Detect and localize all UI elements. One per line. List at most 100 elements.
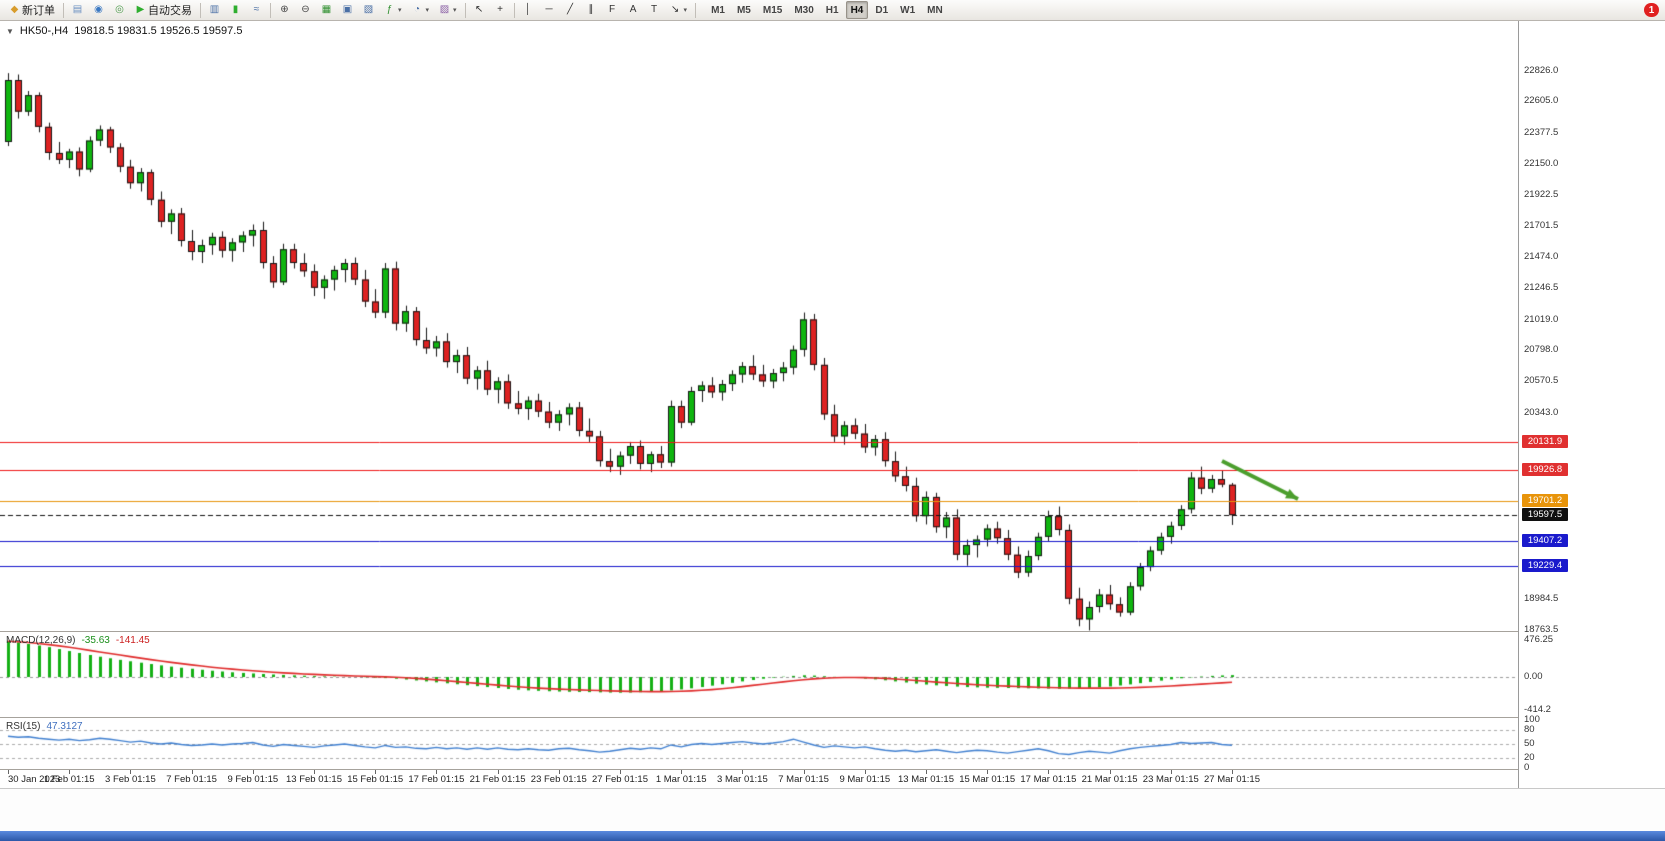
time-axis-tick: [1048, 770, 1050, 774]
auto-trading-button-label: 自动交易: [148, 5, 192, 17]
toolbar-separator: [63, 2, 64, 18]
time-axis-tick: [314, 770, 315, 774]
rsi-axis-label: 0: [1524, 762, 1530, 773]
market-watch-button[interactable]: ◉: [89, 1, 108, 20]
time-axis-tick: [436, 770, 438, 774]
timeframe-mn-button[interactable]: MN: [927, 4, 943, 16]
time-axis-label: 23 Feb 01:15: [530, 774, 587, 785]
time-axis-tick: [926, 770, 927, 774]
time-axis: 30 Jan 2023 1 Feb 01:15 3 Feb 01:15 7 Feb 0…: [0, 770, 1518, 787]
timeframe-m5-button[interactable]: M5: [736, 4, 751, 16]
trendline-tool-button[interactable]: ╱: [561, 1, 580, 20]
time-axis-tick: [497, 770, 499, 774]
price-axis-label: 18763.5: [1524, 623, 1559, 635]
toolbar: ◆ 新订单 ▤ ◉ ◎ ▶ 自动交易 ▥ ▮ ≈ ⊕ ⊖ ▦ ▣ ▧ ƒ ▾ ◔ ▾ ▨ ▾ ↖ + │ ─ ╱ ∥ F A T ↘ ▾ M1…: [0, 0, 1665, 21]
macd-main-value: -35.63: [81, 635, 110, 646]
time-axis-tick: [742, 770, 744, 774]
indicators-button[interactable]: ƒ ▾: [380, 1, 406, 20]
arrow-shapes-icon: ↘: [670, 4, 680, 15]
time-axis-tick: [803, 770, 805, 774]
price-chart-canvas[interactable]: [0, 21, 1518, 631]
rsi-panel-canvas[interactable]: [0, 718, 1518, 769]
time-axis-tick: [1232, 770, 1233, 774]
text-icon: A: [629, 4, 637, 15]
price-line-badge: 20131.9: [1522, 434, 1568, 448]
macd-signal-value: -141.45: [115, 635, 150, 646]
timeframe-h1-button[interactable]: H1: [825, 4, 839, 16]
collapse-chart-icon[interactable]: ▼: [6, 26, 14, 36]
channel-icon: ∥: [588, 4, 594, 15]
horizontal-line-tool-button[interactable]: ─: [540, 1, 559, 20]
channel-tool-button[interactable]: ∥: [582, 1, 601, 20]
cascade-windows-button[interactable]: ▧: [359, 1, 378, 20]
new-order-button-label: 新订单: [22, 5, 55, 17]
time-axis-tick: [987, 770, 989, 774]
macd-axis-label: 0.00: [1524, 671, 1543, 682]
rsi-name: RSI(15): [6, 721, 41, 732]
notification-badge[interactable]: 1: [1644, 3, 1659, 17]
crosshair-tool-button[interactable]: +: [491, 1, 510, 20]
navigator-button[interactable]: ◎: [110, 1, 129, 20]
rsi-axis-label: 20: [1524, 752, 1535, 764]
timeframe-w1-button[interactable]: W1: [900, 4, 916, 16]
taskbar[interactable]: [0, 831, 1665, 841]
time-axis-label: 3 Feb 01:15: [105, 774, 156, 785]
time-axis-label: 17 Feb 01:15: [408, 774, 465, 785]
auto-trading-button[interactable]: ▶ 自动交易: [131, 1, 196, 20]
chart-ohlc: 19818.5 19831.5 19526.5 19597.5: [74, 25, 243, 37]
macd-axis-label: 476.25: [1524, 633, 1554, 645]
zoom-out-button[interactable]: ⊖: [296, 1, 315, 20]
timeframe-m30-button[interactable]: M30: [794, 4, 814, 16]
zoom-out-icon: ⊖: [301, 4, 310, 15]
timeframe-m15-button[interactable]: M15: [762, 4, 783, 16]
time-axis-tick: [558, 770, 560, 774]
tile-windows-button[interactable]: ▦: [317, 1, 336, 20]
dropdown-arrow-icon: ▾: [453, 7, 457, 14]
price-line-badge: 19701.2: [1522, 493, 1568, 507]
charts-button[interactable]: ▤: [68, 1, 87, 20]
time-axis-label: 23 Mar 01:15: [1142, 774, 1199, 785]
zoom-in-button[interactable]: ⊕: [275, 1, 294, 20]
timeframe-d1-button[interactable]: D1: [875, 4, 889, 16]
time-axis-label: 7 Mar 01:15: [778, 774, 829, 785]
price-line-badge: 19229.4: [1522, 558, 1568, 572]
time-axis-label: 17 Mar 01:15: [1020, 774, 1077, 785]
vertical-line-tool-button[interactable]: │: [519, 1, 538, 20]
new-order-button[interactable]: ◆ 新订单: [5, 1, 59, 20]
time-axis-label: 15 Feb 01:15: [347, 774, 404, 785]
arrange-windows-button[interactable]: ▣: [338, 1, 357, 20]
cursor-tool-button[interactable]: ↖: [470, 1, 489, 20]
arrows-tool-button[interactable]: ↘ ▾: [666, 1, 692, 20]
periods-button[interactable]: ◔ ▾: [408, 1, 434, 20]
dropdown-arrow-icon: ▾: [398, 7, 402, 14]
time-axis-tick: [69, 770, 71, 774]
price-axis-label: 21246.5: [1524, 282, 1559, 294]
fibonacci-tool-button[interactable]: F: [603, 1, 622, 20]
dropdown-arrow-icon: ▾: [425, 7, 430, 14]
time-axis-tick: [620, 770, 621, 774]
text-tool-button[interactable]: A: [624, 1, 643, 20]
price-axis-label: 18984.5: [1524, 593, 1559, 605]
line-chart-button[interactable]: ≈: [247, 1, 266, 20]
price-line-badge: 19926.8: [1522, 462, 1568, 476]
time-axis-tick: [1109, 770, 1111, 774]
panel-splitter[interactable]: [0, 769, 1518, 770]
macd-name: MACD(12,26,9): [6, 635, 76, 646]
timeframe-h4-button[interactable]: H4: [845, 1, 869, 19]
time-axis-label: 21 Mar 01:15: [1081, 774, 1138, 785]
crosshair-icon: +: [497, 4, 503, 15]
candlestick-chart-button[interactable]: ▮: [226, 1, 245, 20]
play-icon: ▶: [136, 4, 145, 15]
trendline-icon: ╱: [567, 4, 574, 15]
label-tool-button[interactable]: T: [645, 1, 664, 20]
horizontal-line-icon: ─: [545, 4, 553, 15]
toolbar-separator: [513, 2, 515, 18]
clock-icon: ◔: [413, 4, 421, 15]
bar-chart-button[interactable]: ▥: [205, 1, 224, 20]
timeframe-m1-button[interactable]: M1: [711, 4, 725, 16]
macd-panel-canvas[interactable]: [0, 632, 1518, 717]
panel-splitter[interactable]: [0, 717, 1518, 718]
panel-splitter[interactable]: [0, 631, 1518, 632]
price-line-badge: 19597.5: [1522, 508, 1568, 522]
templates-button[interactable]: ▨ ▾: [435, 1, 461, 20]
